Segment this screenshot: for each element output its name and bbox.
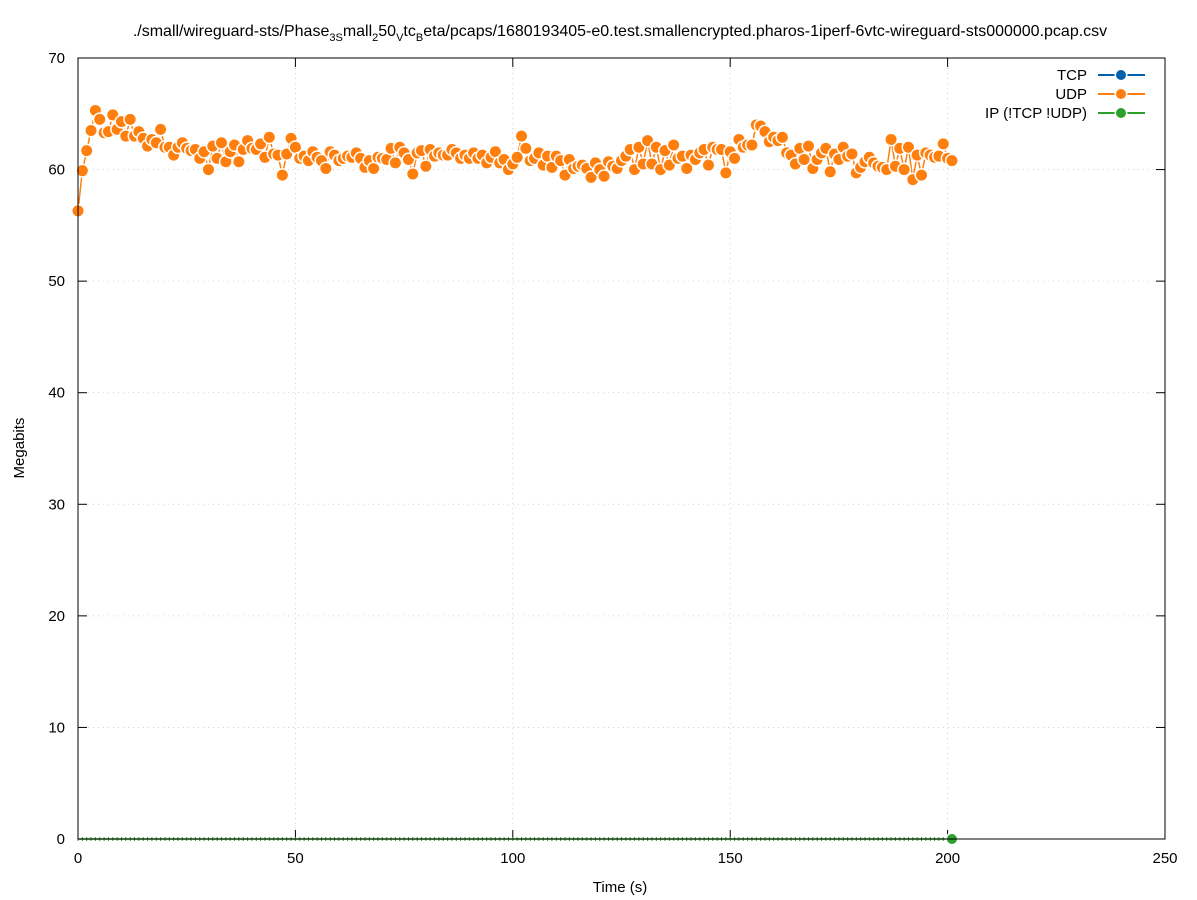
x-tick-label: 0 — [74, 850, 82, 867]
data-point — [155, 123, 167, 135]
data-point — [598, 170, 610, 182]
data-point — [263, 131, 275, 143]
data-point — [916, 169, 928, 181]
data-point — [85, 125, 97, 137]
title-part-2: mall — [343, 23, 372, 40]
tick-labels: 0 10 20 30 40 50 60 70 0 50 100 150 200 250 — [48, 50, 1177, 867]
data-point — [94, 113, 106, 125]
data-point — [633, 141, 645, 153]
x-tick-label: 150 — [718, 850, 743, 867]
chart-title: ./small/wireguard-sts/Phase3Small250VtcB… — [133, 23, 1107, 44]
data-point — [642, 135, 654, 147]
title-sub-1: 3 — [329, 32, 335, 44]
data-point — [668, 139, 680, 151]
legend-label: IP (!TCP !UDP) — [985, 105, 1087, 122]
title-part-1: ./small/wireguard-sts/Phase — [133, 23, 330, 40]
legend-entry: UDP — [1055, 86, 1145, 103]
data-point — [681, 162, 693, 174]
data-point — [546, 161, 558, 173]
data-point — [559, 169, 571, 181]
data-point — [368, 162, 380, 174]
y-axis-label: Megabits — [11, 418, 28, 479]
x-tick-label: 100 — [500, 850, 525, 867]
legend-label: TCP — [1057, 67, 1087, 84]
data-point — [215, 137, 227, 149]
y-tick-label: 0 — [57, 831, 65, 848]
data-point — [663, 159, 675, 171]
y-tick-label: 50 — [48, 273, 65, 290]
data-point — [729, 152, 741, 164]
grid — [78, 58, 1165, 839]
y-tick-label: 30 — [48, 496, 65, 513]
x-tick-label: 50 — [287, 850, 304, 867]
title-part-5: eta/pcaps/1680193405-e0.test.smallencryp… — [423, 23, 1107, 40]
x-tick-label: 250 — [1152, 850, 1177, 867]
x-axis-label: Time (s) — [593, 879, 647, 896]
plot-frame — [77, 57, 1166, 840]
data-point — [585, 171, 597, 183]
data-point — [937, 138, 949, 150]
y-tick-label: 10 — [48, 719, 65, 736]
data-point — [289, 141, 301, 153]
title-part-4: tc — [403, 23, 415, 40]
y-tick-label: 70 — [48, 50, 65, 67]
data-point — [320, 162, 332, 174]
data-point — [885, 133, 897, 145]
title-sub-1b: S — [335, 32, 342, 44]
data-point — [76, 165, 88, 177]
legend-entry: IP (!TCP !UDP) — [985, 105, 1145, 122]
x-tick-label: 200 — [935, 850, 960, 867]
data-point — [276, 169, 288, 181]
data-point — [802, 140, 814, 152]
data-point — [846, 148, 858, 160]
data-point — [515, 130, 527, 142]
data-point — [720, 167, 732, 179]
data-point — [402, 154, 414, 166]
series-1 — [71, 103, 959, 218]
legend: TCP UDP IP (!TCP !UDP) — [985, 67, 1145, 122]
data-point — [81, 145, 93, 157]
data-point — [746, 139, 758, 151]
series-layer — [71, 103, 959, 846]
legend-entry: TCP — [1057, 67, 1145, 84]
legend-marker — [1116, 89, 1126, 99]
y-tick-label: 60 — [48, 162, 65, 179]
data-point — [389, 157, 401, 169]
data-point — [946, 155, 958, 167]
data-point — [107, 109, 119, 121]
data-point — [702, 159, 714, 171]
data-point — [281, 148, 293, 160]
title-sub-3: V — [396, 32, 404, 44]
legend-label: UDP — [1055, 86, 1087, 103]
data-point — [255, 138, 267, 150]
y-tick-label: 20 — [48, 608, 65, 625]
title-sub-2: 2 — [372, 32, 378, 44]
data-point — [489, 146, 501, 158]
data-point — [798, 154, 810, 166]
data-point — [202, 164, 214, 176]
title-part-3: 50 — [378, 23, 396, 40]
title-sub-4: B — [416, 32, 423, 44]
data-point — [124, 113, 136, 125]
data-point — [511, 151, 523, 163]
data-point — [520, 142, 532, 154]
data-point — [824, 166, 836, 178]
legend-marker — [1116, 70, 1126, 80]
data-point — [220, 156, 232, 168]
data-point — [898, 164, 910, 176]
data-point — [420, 160, 432, 172]
data-point — [776, 131, 788, 143]
data-point — [902, 141, 914, 153]
data-point — [407, 168, 419, 180]
y-tick-label: 40 — [48, 385, 65, 402]
data-point — [233, 156, 245, 168]
legend-marker — [1116, 108, 1126, 118]
